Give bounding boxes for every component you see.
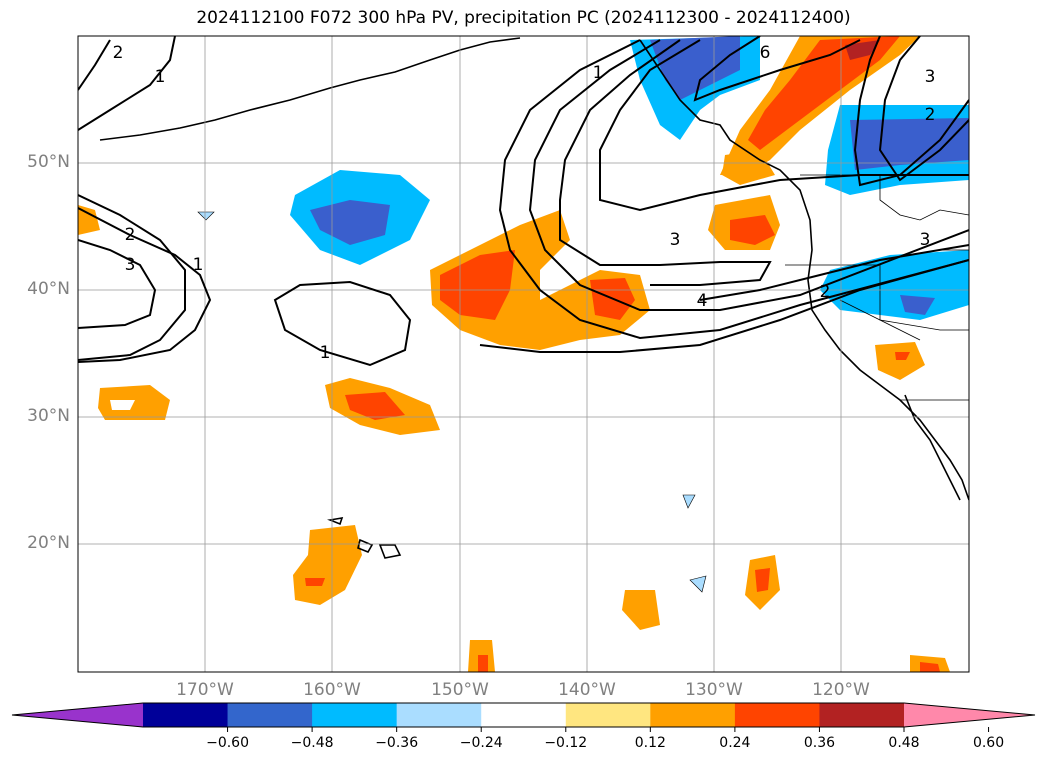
- contour-label: 3: [125, 255, 136, 275]
- lon-label-120w: 120°W: [812, 680, 870, 700]
- colorbar-segment: [312, 703, 398, 727]
- contour-label: 2: [125, 225, 136, 245]
- lon-label-130w: 130°W: [685, 680, 743, 700]
- contour-label: 1: [593, 63, 604, 83]
- lon-label-170w: 170°W: [176, 680, 234, 700]
- colorbar-segment: [143, 703, 229, 727]
- contour-label: 4: [697, 291, 708, 311]
- colorbar-segment: [734, 703, 820, 727]
- lon-label-140w: 140°W: [558, 680, 616, 700]
- contour-label: 2: [925, 105, 936, 125]
- shaded-fields: 2 1 2 3 1 1 1 6 3 2 3 3 4 2: [78, 36, 969, 672]
- colorbar-extend-low: [12, 703, 143, 727]
- colorbar-tick-label: 0.36: [803, 735, 836, 751]
- colorbar-segment: [481, 703, 567, 727]
- lon-label-160w: 160°W: [303, 680, 361, 700]
- gridlines: [78, 36, 969, 672]
- pv-contours: [78, 36, 969, 367]
- contour-label: 2: [820, 282, 831, 302]
- contour-label: 6: [760, 43, 771, 63]
- colorbar-outline: [11, 702, 1036, 728]
- lat-label-50: 50°N: [27, 152, 70, 172]
- contour-label: 2: [113, 43, 124, 63]
- colorbar-segment: [650, 703, 736, 727]
- colorbar-segment: [565, 703, 651, 727]
- contour-label: 3: [920, 230, 931, 250]
- colorbar-extend-high: [904, 703, 1035, 727]
- colorbar-tick-label: −0.36: [375, 735, 419, 751]
- colorbar-tick-label: −0.24: [459, 735, 503, 751]
- lat-label-20: 20°N: [27, 533, 70, 553]
- colorbar-tick-label: 0.24: [719, 735, 751, 751]
- colorbar-tick-label: −0.12: [544, 735, 588, 751]
- pc-anomaly-blobs: [78, 36, 969, 672]
- lon-label-150w: 150°W: [431, 680, 489, 700]
- lat-label-40: 40°N: [27, 279, 70, 299]
- contour-label: 3: [925, 67, 936, 87]
- colorbar-segment: [819, 703, 905, 727]
- map-title: 2024112100 F072 300 hPa PV, precipitatio…: [196, 8, 851, 28]
- contour-label: 1: [193, 255, 204, 275]
- map-frame: [77, 35, 970, 673]
- contour-labels: 2 1 2 3 1 1 1 6 3 2 3 3 4 2: [113, 43, 936, 363]
- contour-label: 1: [155, 67, 166, 87]
- colorbar-tick-label: −0.60: [206, 735, 249, 751]
- contour-label: 3: [670, 230, 681, 250]
- colorbar-segment: [396, 703, 482, 727]
- contour-label: 1: [320, 343, 331, 363]
- colorbar: [11, 702, 1036, 732]
- colorbar-tick-label: 0.60: [972, 735, 1005, 751]
- colorbar-tick-label: 0.48: [888, 735, 920, 751]
- colorbar-tick-label: −0.48: [290, 735, 334, 751]
- colorbar-segment: [227, 703, 313, 727]
- lat-label-30: 30°N: [27, 406, 70, 426]
- colorbar-tick-label: 0.12: [634, 735, 666, 751]
